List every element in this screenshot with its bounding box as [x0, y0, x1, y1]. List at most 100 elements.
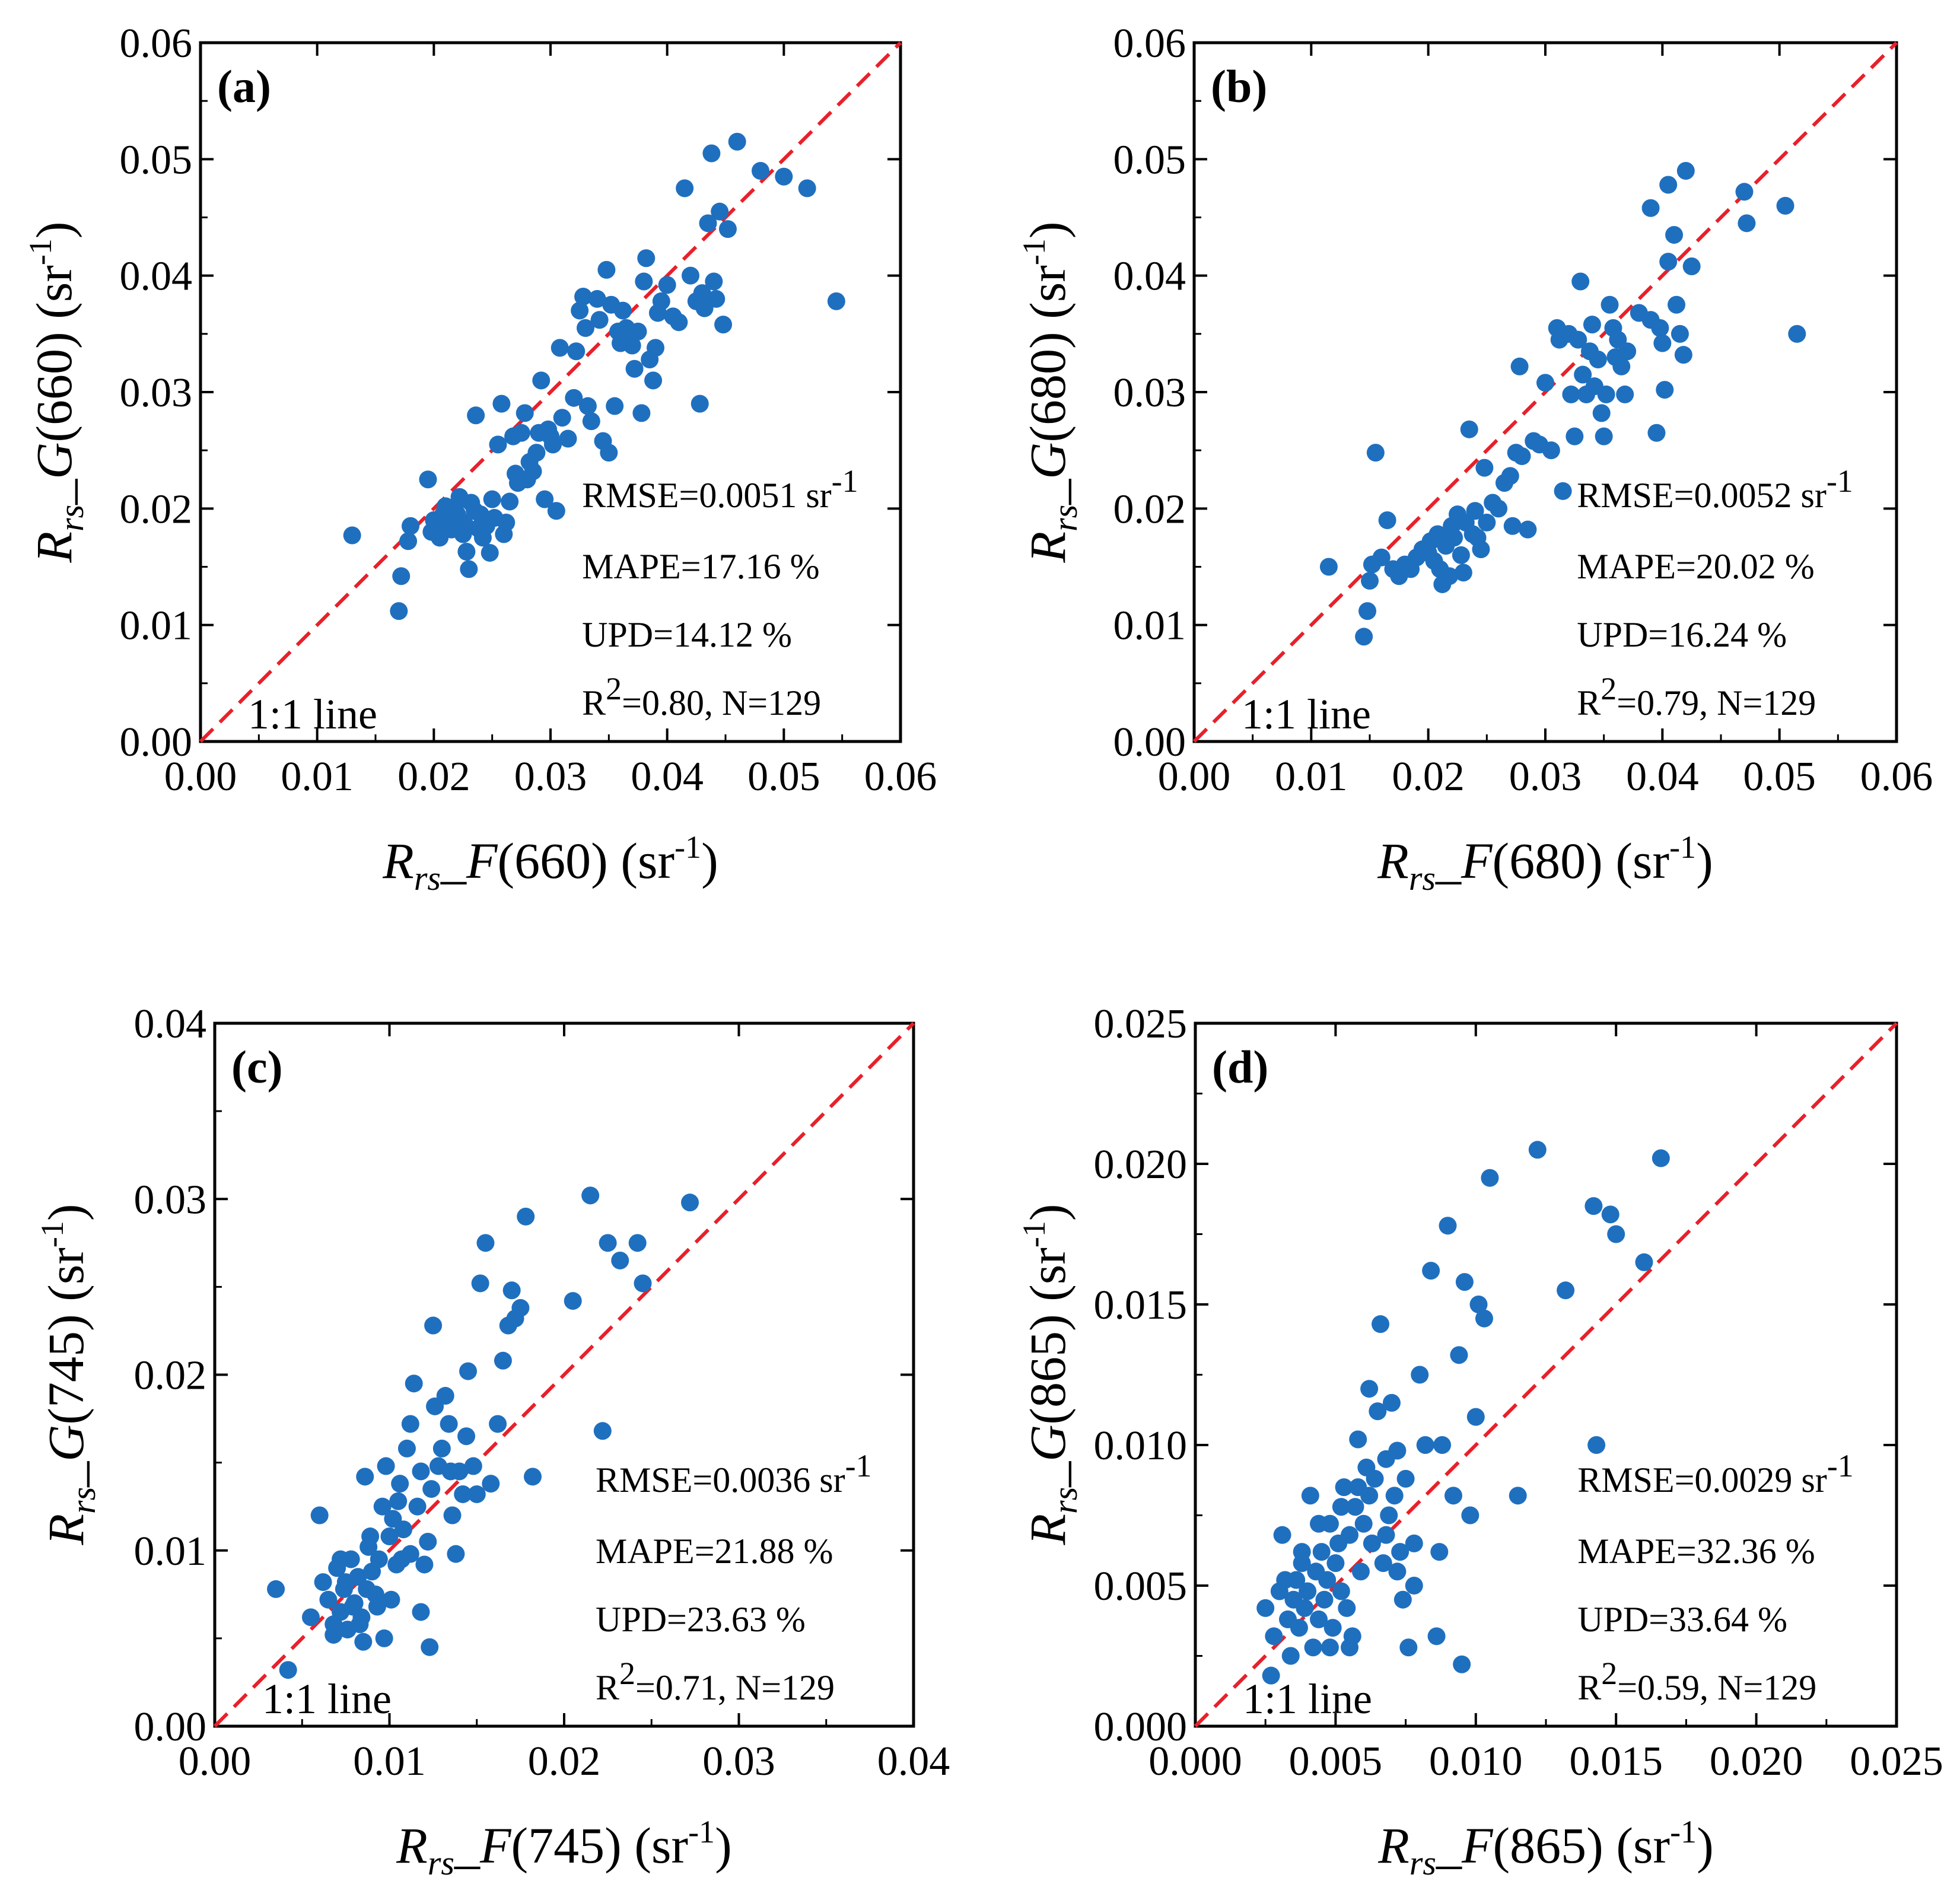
- axis-title-close: ): [1019, 222, 1076, 239]
- scatter-point: [582, 412, 600, 431]
- scatter-point: [482, 1475, 500, 1493]
- scatter-point: [457, 1427, 476, 1446]
- scatter-point: [543, 435, 562, 454]
- scatter-point: [1427, 1627, 1446, 1646]
- y-tick-label: 0.01: [134, 1529, 207, 1574]
- stat-superscript: 2: [1601, 1656, 1617, 1691]
- axis-title-variable: _F: [1435, 832, 1493, 889]
- scatter-point: [1369, 1402, 1387, 1421]
- x-tick-label: 0.05: [1743, 754, 1816, 800]
- panel-label: (b): [1211, 61, 1267, 112]
- scatter-point: [798, 179, 816, 198]
- scatter-point: [536, 490, 554, 508]
- panel-label: (d): [1212, 1041, 1268, 1093]
- stat-line: RMSE=0.0036 sr-1: [596, 1448, 872, 1500]
- axis-title-close: ): [1019, 1204, 1076, 1221]
- scatter-point: [368, 1597, 386, 1616]
- scatter-point: [670, 313, 688, 332]
- scatter-point: [1321, 1638, 1339, 1657]
- scatter-point: [401, 1415, 419, 1433]
- axis-title-superscript: -1: [23, 238, 58, 265]
- stat-superscript: -1: [845, 1448, 872, 1484]
- y-tick-label: 0.015: [1094, 1282, 1188, 1328]
- axis-title-close: ): [715, 1817, 732, 1874]
- scatter-point: [1641, 199, 1660, 217]
- scatter-point: [714, 316, 733, 334]
- axis-title-subscript: rs: [64, 1487, 103, 1514]
- scatter-point: [467, 406, 485, 425]
- axis-title-variable: _G: [26, 443, 82, 505]
- x-axis-title: Rrs_F(660) (sr-1): [382, 829, 718, 898]
- scatter-point: [481, 543, 499, 562]
- stat-text: RMSE=0.0052 sr: [1577, 476, 1827, 515]
- stat-line: UPD=23.63 %: [596, 1600, 806, 1639]
- scatter-point: [267, 1580, 285, 1598]
- scatter-point: [578, 397, 597, 415]
- axis-title-superscript: -1: [34, 1221, 70, 1247]
- scatter-point: [1440, 567, 1459, 585]
- scatter-point: [1668, 295, 1686, 314]
- scatter-point: [1310, 1514, 1328, 1533]
- scatter-point: [588, 289, 606, 308]
- scatter-point: [597, 260, 616, 279]
- axis-title-superscript: -1: [1670, 1814, 1697, 1850]
- y-tick-label: 0.005: [1094, 1564, 1188, 1609]
- stat-superscript: 2: [606, 671, 622, 706]
- scatter-point: [637, 249, 656, 268]
- axis-title-band: (745) (sr: [511, 1817, 689, 1874]
- scatter-point: [1461, 1506, 1479, 1525]
- y-tick-label: 0.020: [1094, 1142, 1188, 1188]
- x-tick-label: 0.01: [281, 754, 354, 800]
- x-tick-label: 0.00: [1158, 754, 1231, 800]
- line-label: 1:1 line: [248, 690, 377, 738]
- stat-line: MAPE=17.16 %: [582, 547, 820, 586]
- scatter-point: [1326, 1554, 1345, 1573]
- axis-title-band: (680) (sr: [1019, 265, 1076, 443]
- scatter-point: [516, 404, 534, 422]
- scatter-point: [1509, 1487, 1527, 1505]
- line-label: 1:1 line: [1242, 690, 1371, 738]
- scatter-point: [682, 266, 699, 285]
- axis-title-superscript: -1: [674, 829, 701, 865]
- stat-prefix: R: [1577, 1668, 1601, 1707]
- scatter-point: [1378, 511, 1396, 529]
- x-tick-label: 0.04: [1626, 754, 1699, 800]
- axis-title-band: (745) (sr: [37, 1247, 94, 1425]
- scatter-point: [392, 567, 411, 585]
- scatter-point: [1351, 1562, 1370, 1581]
- scatter-point: [1574, 365, 1592, 384]
- scatter-point: [681, 1194, 699, 1212]
- scatter-point: [702, 144, 721, 163]
- stat-line: R2=0.71, N=129: [596, 1656, 835, 1707]
- scatter-point: [501, 492, 519, 511]
- scatter-point: [467, 1485, 486, 1503]
- scatter-point: [1399, 1638, 1418, 1657]
- scatter-point: [401, 1545, 419, 1563]
- axis-title-symbol: R: [37, 1514, 94, 1546]
- panel-label: (c): [231, 1041, 283, 1093]
- y-tick-label: 0.05: [120, 137, 193, 183]
- x-tick-label: 0.04: [631, 754, 704, 800]
- stat-superscript: -1: [832, 463, 858, 499]
- scatter-point: [1584, 1197, 1603, 1215]
- stat-superscript: 2: [619, 1656, 635, 1691]
- y-tick-label: 0.00: [134, 1704, 207, 1750]
- scatter-point: [460, 560, 478, 578]
- scatter-point: [459, 1362, 478, 1380]
- scatter-point: [527, 444, 546, 462]
- scatter-point: [301, 1608, 320, 1627]
- stat-line: R2=0.79, N=129: [1577, 671, 1816, 723]
- scatter-point: [1460, 420, 1478, 438]
- x-tick-label: 0.00: [164, 754, 237, 800]
- scatter-point: [551, 339, 569, 357]
- scatter-point: [707, 289, 726, 308]
- scatter-point: [1469, 1296, 1488, 1313]
- one-to-one-line: [1192, 41, 1898, 743]
- y-tick-label: 0.01: [120, 603, 193, 649]
- scatter-point: [571, 301, 589, 320]
- x-tick-label: 0.06: [1860, 754, 1933, 800]
- scatter-point: [1510, 357, 1529, 375]
- scatter-point: [457, 542, 476, 561]
- axis-title-superscript: -1: [1669, 829, 1696, 865]
